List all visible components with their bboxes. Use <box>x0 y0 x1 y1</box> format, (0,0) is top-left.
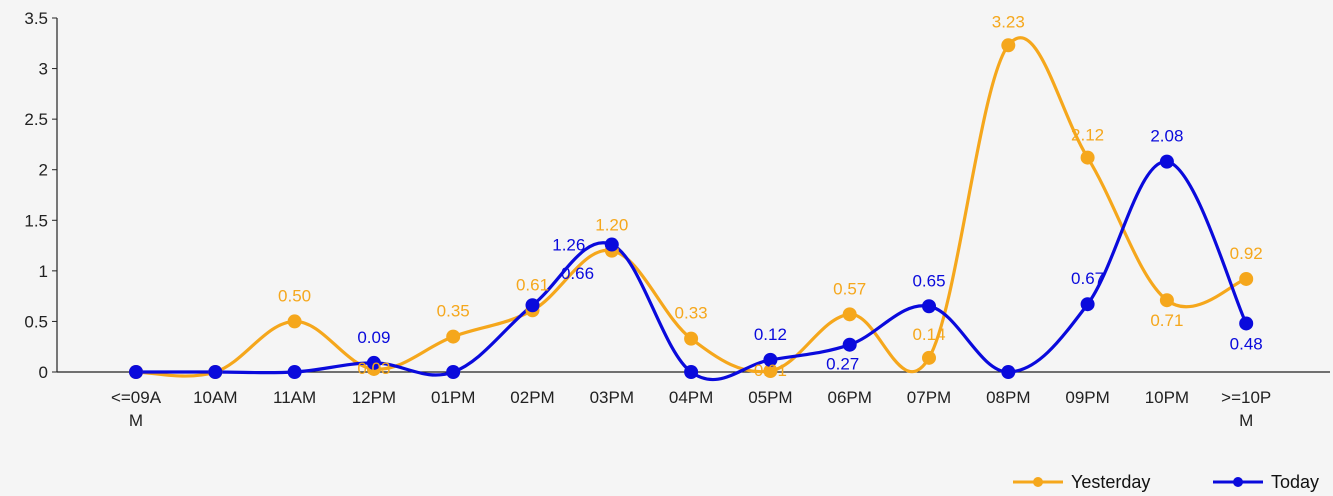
data-label-today: 0.67 <box>1071 269 1104 288</box>
data-label-yesterday: 2.12 <box>1071 126 1104 145</box>
x-tick-label: 10AM <box>193 388 237 407</box>
data-point-yesterday <box>922 350 936 365</box>
x-tick-label: 10PM <box>1145 388 1189 407</box>
x-tick-label: 07PM <box>907 388 951 407</box>
data-label-yesterday: 3.23 <box>992 12 1025 31</box>
data-label-today: 0.12 <box>754 325 787 344</box>
x-tick-label: <=09A <box>111 388 162 407</box>
data-label-yesterday: 0.33 <box>675 304 708 323</box>
data-label-yesterday: 1.20 <box>595 216 628 235</box>
y-tick-label: 1 <box>39 262 48 281</box>
data-label-today: 0.48 <box>1230 334 1263 353</box>
x-tick-label: 08PM <box>986 388 1030 407</box>
data-point-today <box>1239 316 1254 331</box>
data-point-today <box>604 237 619 252</box>
data-label-yesterday: 0.01 <box>754 361 787 380</box>
legend-marker-yesterday <box>1033 477 1043 487</box>
data-point-yesterday <box>287 314 302 329</box>
series-line-today <box>136 160 1248 382</box>
series-lines <box>135 36 1248 382</box>
y-tick-label: 1.5 <box>24 211 48 230</box>
data-point-today <box>366 355 381 370</box>
legend-marker-today <box>1233 477 1243 487</box>
data-label-yesterday: 0.57 <box>833 279 866 298</box>
x-tick-label: M <box>129 411 143 430</box>
x-tick-label: 12PM <box>352 388 396 407</box>
data-point-today <box>842 337 857 352</box>
data-point-yesterday <box>446 329 461 344</box>
series-line-yesterday <box>135 36 1247 378</box>
legend-label-today: Today <box>1271 472 1319 492</box>
data-label-today: 1.26 <box>552 236 585 255</box>
data-point-yesterday <box>1239 271 1254 286</box>
data-label-yesterday: 0.50 <box>278 286 311 305</box>
data-label-today: 0.09 <box>357 328 390 347</box>
data-label-today: 0.27 <box>826 355 859 374</box>
data-point-today <box>1001 365 1016 379</box>
data-label-yesterday: 0.61 <box>516 275 549 294</box>
data-label-yesterday: 0.14 <box>912 325 945 344</box>
data-point-today <box>1159 154 1174 169</box>
x-tick-label: 06PM <box>827 388 871 407</box>
y-tick-label: 3.5 <box>24 9 48 28</box>
y-tick-label: 2.5 <box>24 110 48 129</box>
data-point-yesterday <box>842 307 857 322</box>
y-tick-label: 0.5 <box>24 312 48 331</box>
data-label-yesterday: 0.03 <box>357 359 390 378</box>
data-label-yesterday: 0.35 <box>437 302 470 321</box>
data-point-today <box>446 365 461 379</box>
data-point-yesterday <box>684 331 699 346</box>
data-label-yesterday: 0.92 <box>1230 244 1263 263</box>
axes: 0 0.5 1 1.5 2 2.5 3 3.5 <=09A M 10AM 11AM 12PM 01PM 02… <box>24 9 1330 430</box>
x-tick-label: M <box>1239 411 1253 430</box>
data-point-today <box>208 365 223 379</box>
x-tick-label: 05PM <box>748 388 792 407</box>
data-label-today: 0.66 <box>561 264 594 283</box>
x-tick-label: 01PM <box>431 388 475 407</box>
x-tick-label: 02PM <box>510 388 554 407</box>
data-point-yesterday <box>1080 150 1095 165</box>
y-tick-label: 0 <box>39 363 48 382</box>
legend-label-yesterday: Yesterday <box>1071 472 1150 492</box>
x-tick-label: 04PM <box>669 388 713 407</box>
x-tick-label: >=10P <box>1221 388 1271 407</box>
data-point-today <box>287 365 302 379</box>
data-point-today <box>129 365 143 379</box>
x-tick-label: 11AM <box>273 388 316 407</box>
data-point-today <box>1080 297 1095 312</box>
y-tick-label: 3 <box>39 60 48 79</box>
data-label-today: 2.08 <box>1150 127 1183 146</box>
data-point-yesterday <box>763 363 778 378</box>
data-labels: 0.50 0.03 0.35 0.61 1.20 0.33 0.01 0.57 0.14 3.23… <box>278 12 1263 380</box>
legend: Yesterday Today <box>1013 472 1319 492</box>
data-label-today: 0.65 <box>912 271 945 290</box>
data-point-today <box>763 352 778 367</box>
y-tick-label: 2 <box>39 161 48 180</box>
data-point-today <box>922 299 936 314</box>
data-points <box>129 38 1254 379</box>
data-point-yesterday <box>1001 38 1016 53</box>
x-tick-label: 09PM <box>1065 388 1109 407</box>
data-point-today <box>684 365 699 379</box>
x-tick-label: 03PM <box>590 388 634 407</box>
data-label-yesterday: 0.71 <box>1150 311 1183 330</box>
data-point-yesterday <box>1159 293 1174 308</box>
data-point-today <box>525 298 540 313</box>
